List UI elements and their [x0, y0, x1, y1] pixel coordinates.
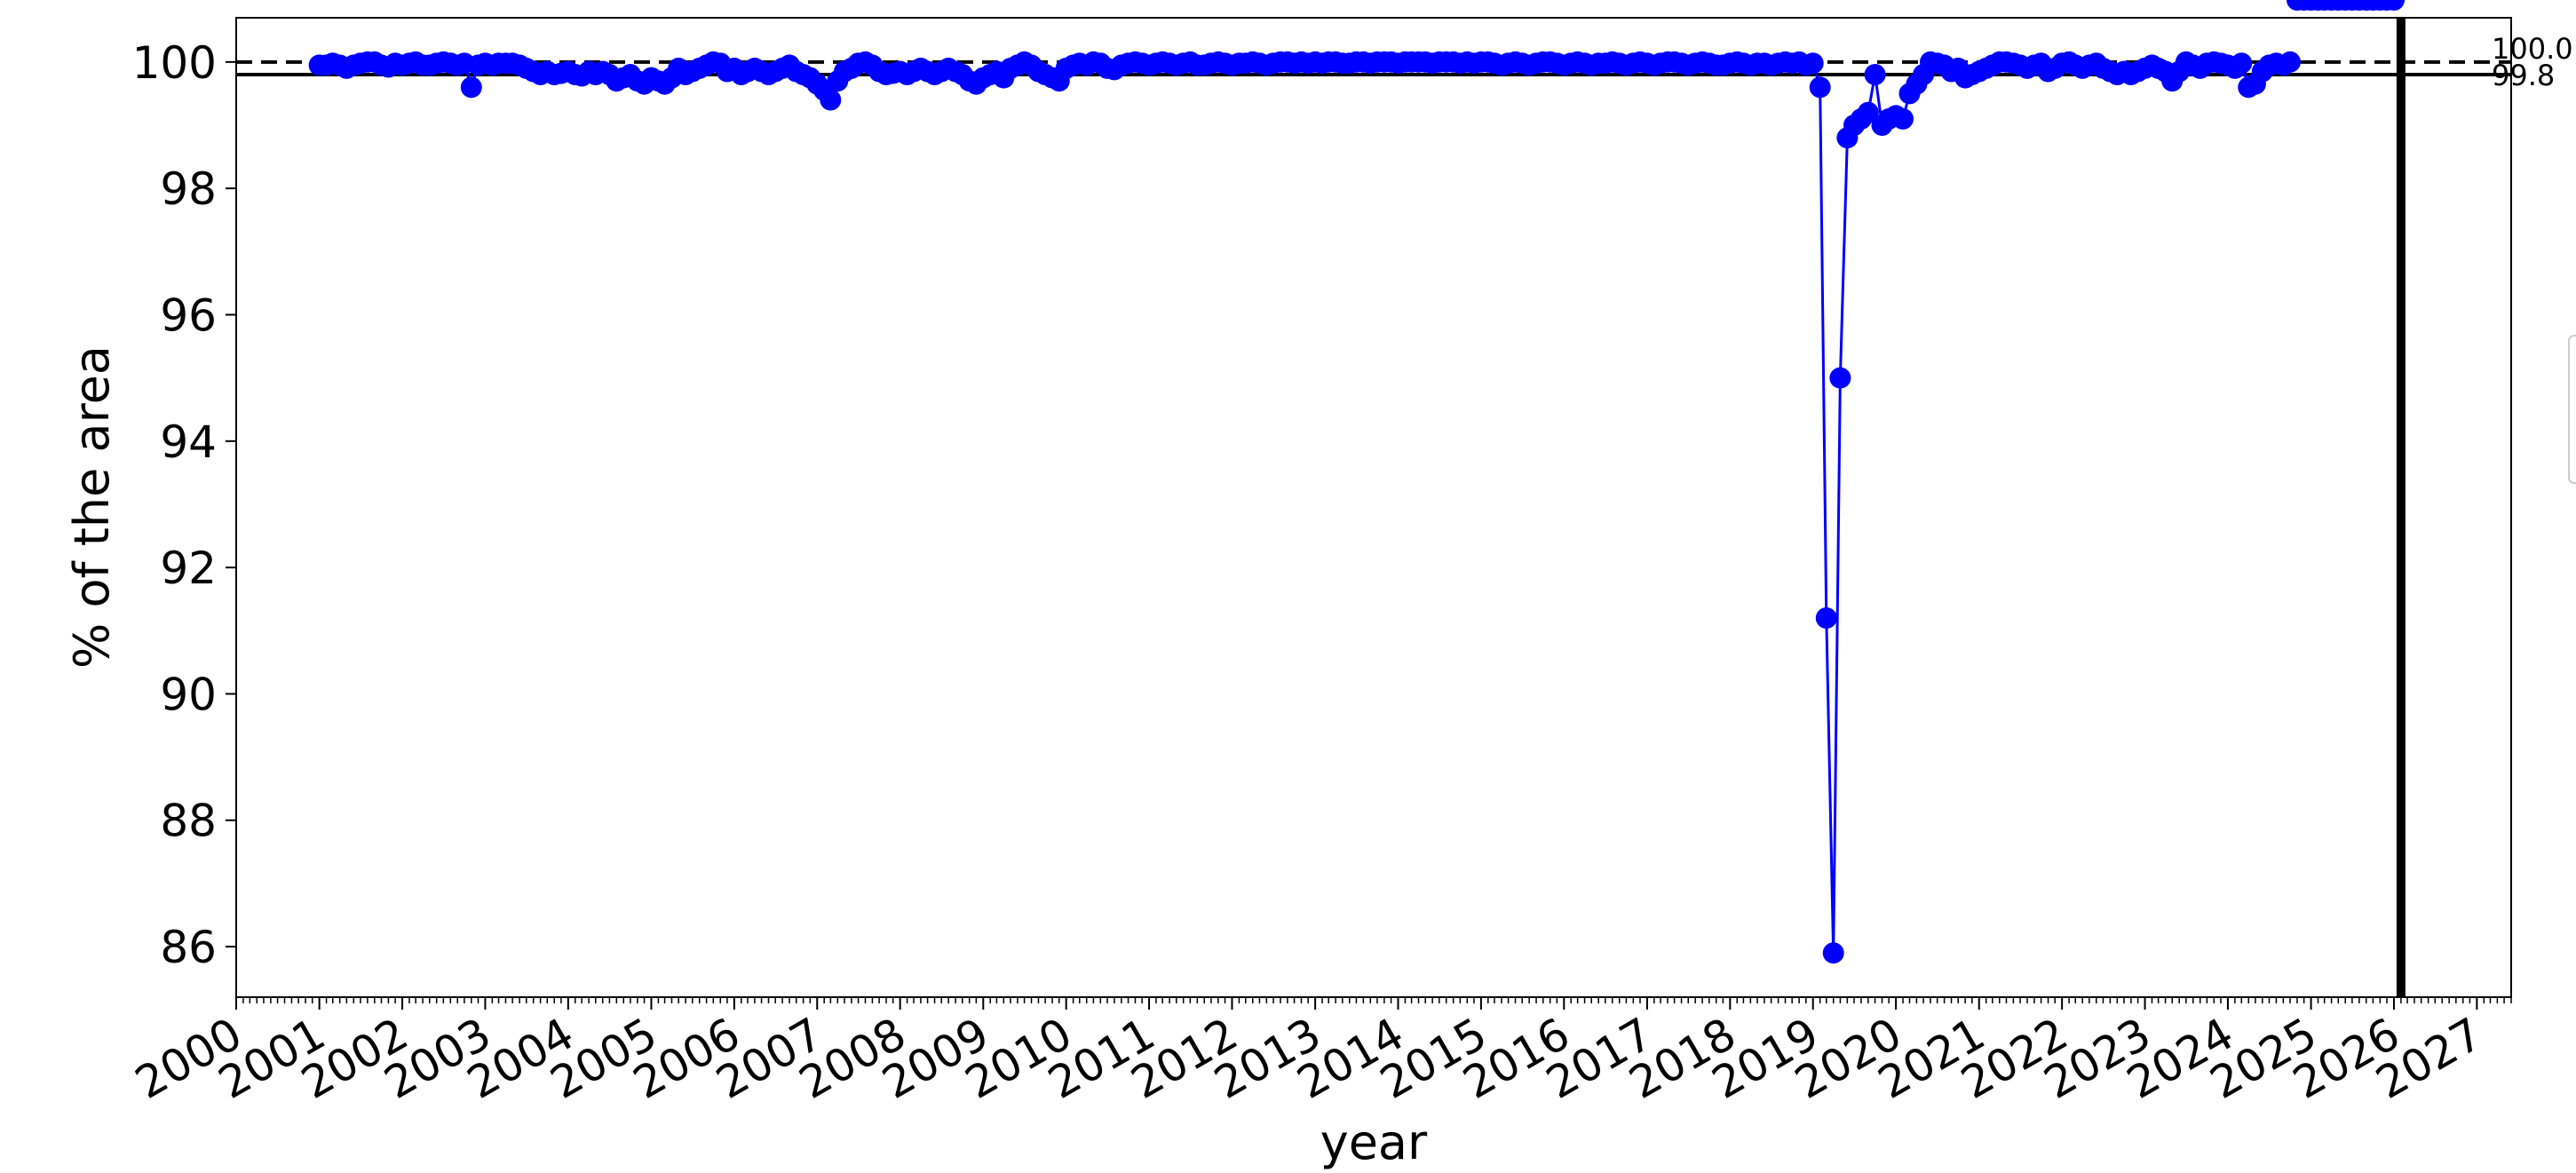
data-point	[1864, 64, 1886, 85]
data-point	[1857, 101, 1879, 123]
y-tick-label: 92	[160, 543, 217, 594]
data-point	[1822, 942, 1844, 964]
data-point	[820, 89, 842, 111]
data-point	[460, 76, 482, 99]
y-tick-label: 98	[160, 163, 217, 215]
series-area-percent	[308, 0, 2405, 964]
y-tick-label: 96	[160, 289, 217, 341]
y-tick-label: 94	[160, 416, 217, 468]
data-point	[2231, 52, 2253, 75]
x-axis-ticks: 2000200120022003200420052006200720082009…	[127, 997, 2512, 1109]
data-point	[1829, 367, 1851, 389]
data-point	[1802, 52, 1824, 75]
y-tick-label: 88	[160, 796, 217, 847]
ref-line-label: 100.0	[2492, 32, 2573, 66]
y-tick-label: 86	[160, 922, 217, 973]
x-axis-label: year	[1320, 1114, 1428, 1170]
plot-frame	[235, 17, 2512, 998]
plot-area	[236, 18, 2511, 997]
data-point	[2383, 0, 2405, 11]
data-point	[1815, 607, 1837, 629]
y-axis-label: % of the area	[64, 345, 120, 669]
data-point	[2279, 51, 2301, 73]
y-axis-ticks: 86 88 90 92 94 96 98 100	[132, 37, 236, 973]
legend-box-partial	[2568, 335, 2576, 484]
y-tick-label: 90	[160, 669, 217, 720]
y-tick-label: 100	[132, 37, 217, 89]
data-point	[1892, 107, 1914, 130]
data-point	[1809, 76, 1831, 99]
ref-line-label: 99.8	[2492, 59, 2555, 92]
